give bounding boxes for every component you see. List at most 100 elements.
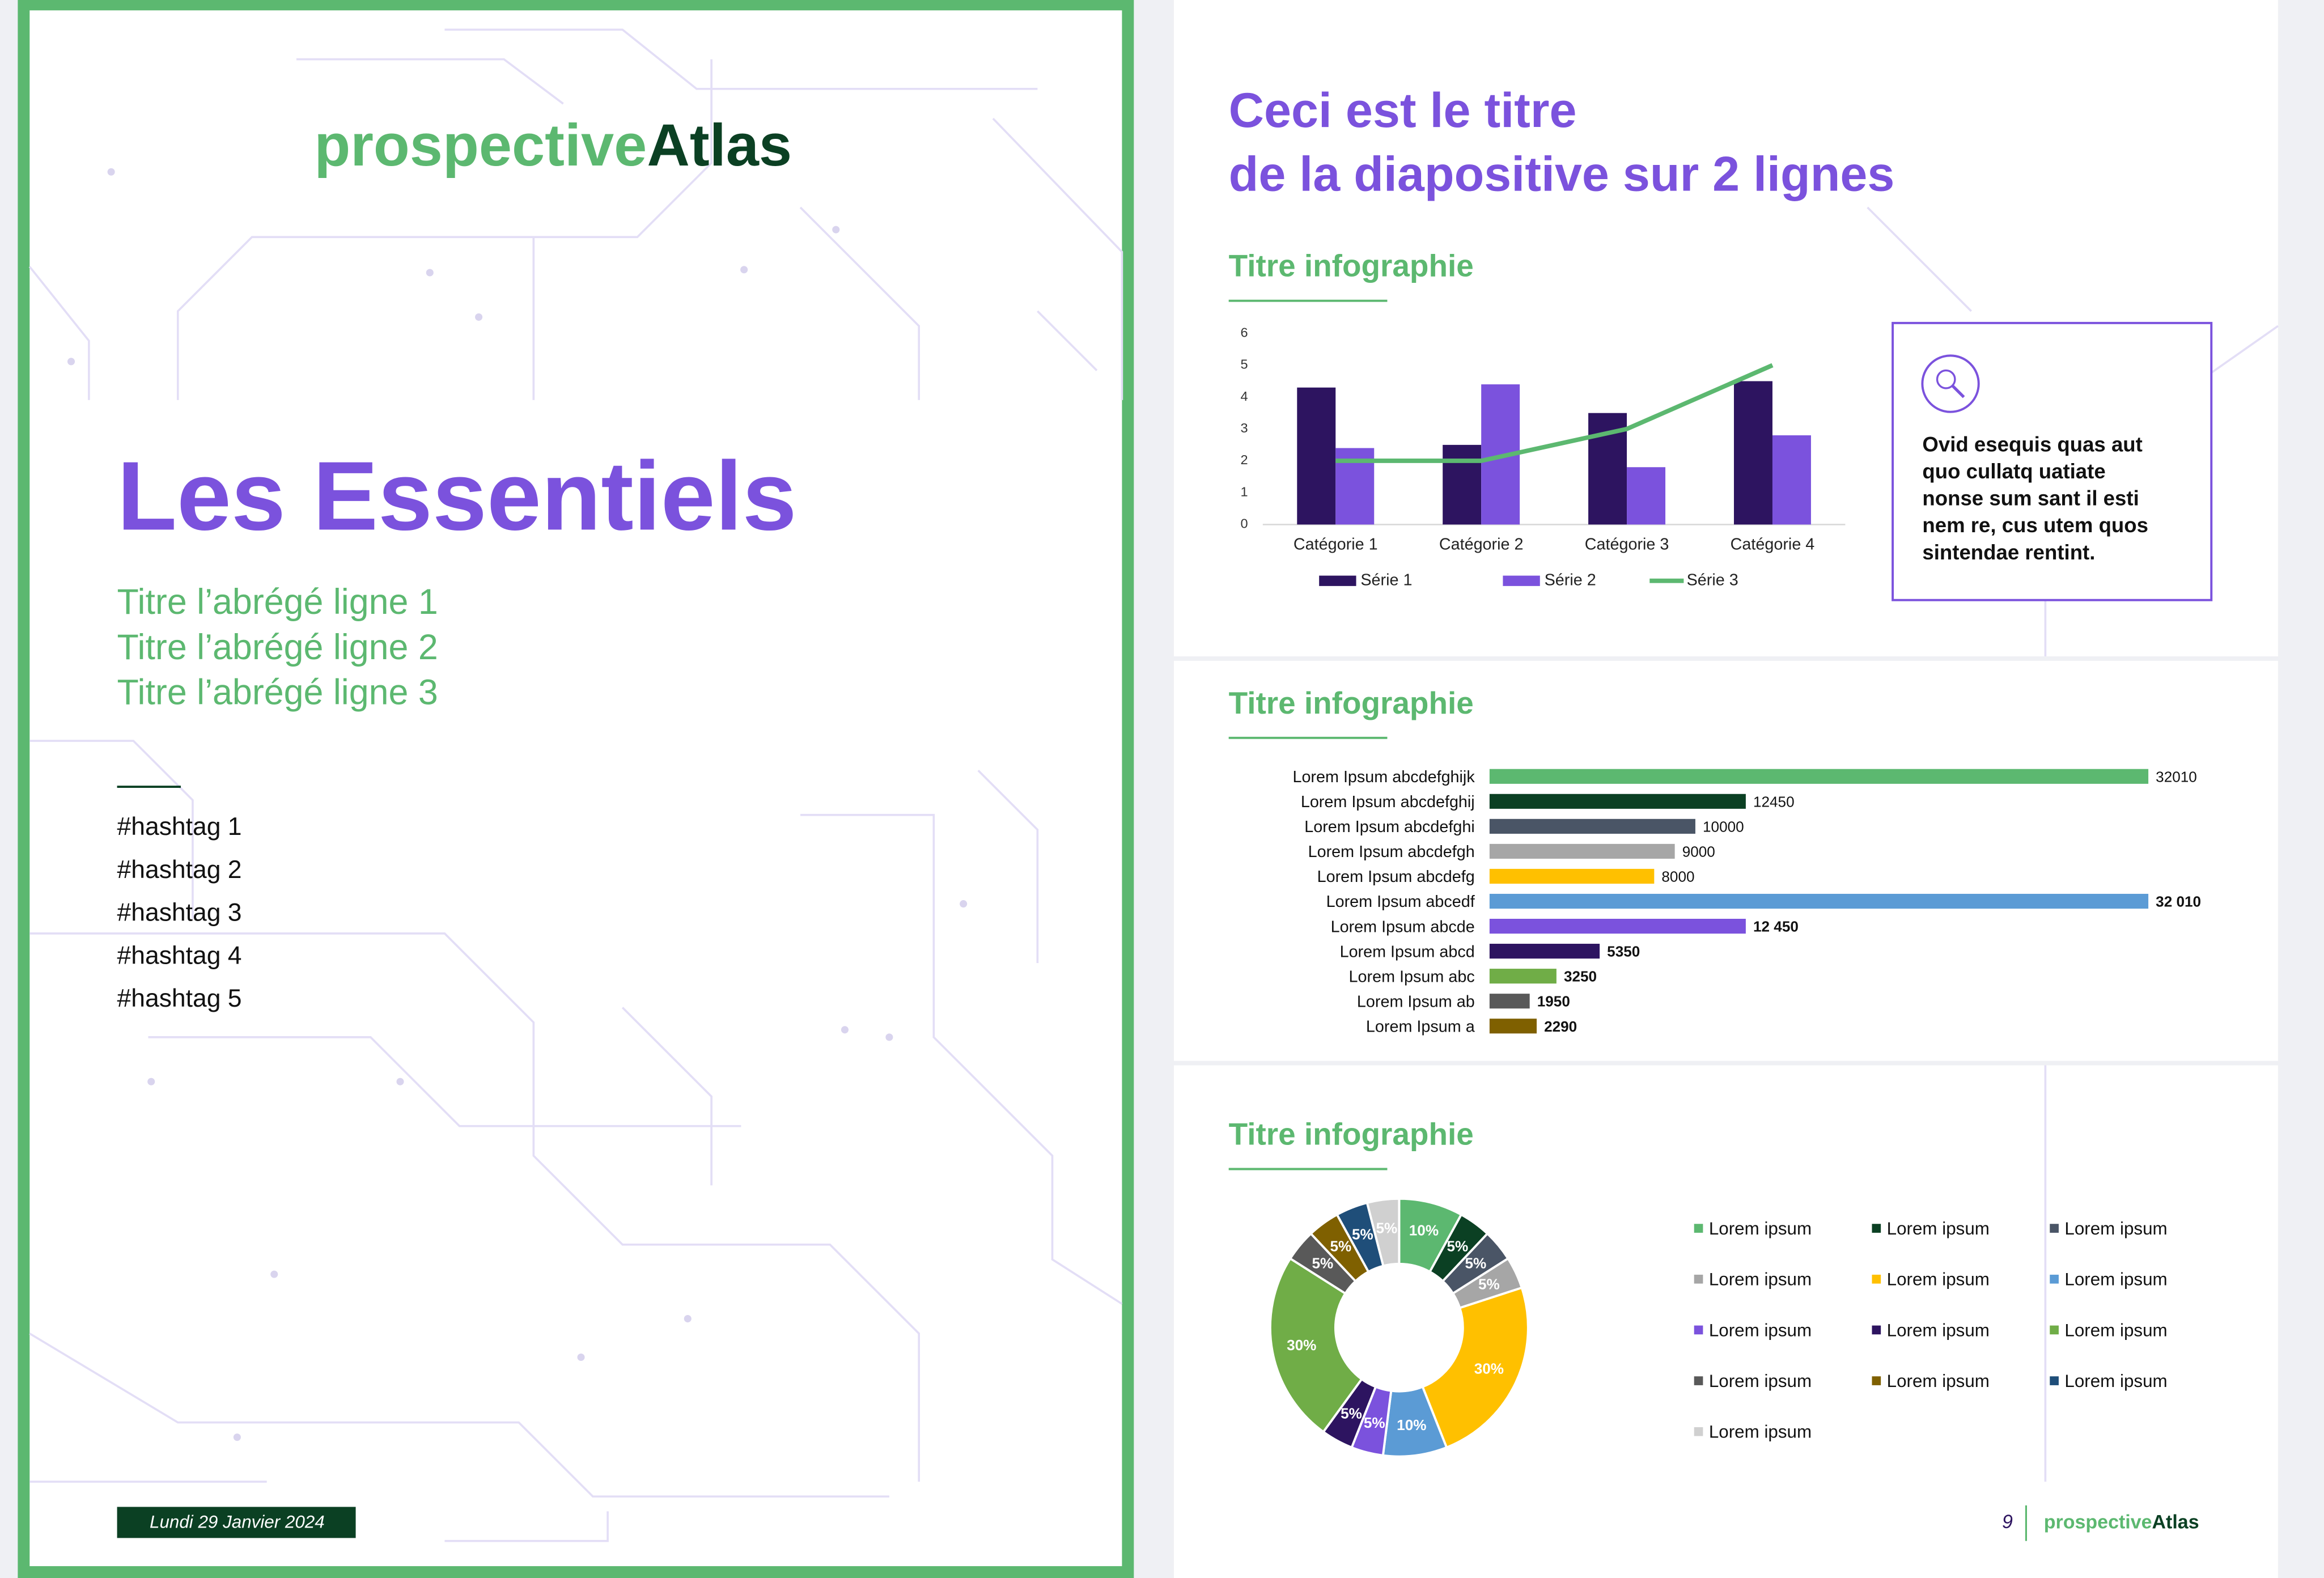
callout-line: Ovid esequis quas aut — [1922, 433, 2142, 456]
legend-label: Série 3 — [1687, 571, 1738, 589]
date-box — [117, 1507, 356, 1538]
legend-swatch — [2050, 1224, 2059, 1233]
bar — [1297, 387, 1336, 525]
callout-line: nem re, cus utem quos — [1922, 514, 2148, 537]
cover-date: Lundi 29 Janvier 2024 — [150, 1512, 325, 1532]
data-label: 32 010 — [2156, 893, 2201, 910]
legend-label: Lorem ipsum — [1887, 1371, 1990, 1391]
y-tick-label: 5 — [1241, 357, 1248, 372]
bar — [1489, 918, 1746, 934]
bar — [1489, 969, 1557, 984]
y-tick-label: Lorem Ipsum a — [1366, 1017, 1475, 1036]
legend-label: Lorem ipsum — [1709, 1320, 1812, 1340]
donut-slice — [1421, 1286, 1529, 1449]
bar — [1489, 944, 1600, 959]
callout-line: nonse sum sant il esti — [1922, 487, 2139, 510]
legend-label: Lorem ipsum — [1709, 1371, 1812, 1391]
bar — [1489, 893, 2149, 909]
cover-title: Les Essentiels — [117, 441, 797, 550]
callout-line: sintendae rentint. — [1922, 541, 2095, 564]
hashtag: #hashtag 5 — [117, 985, 242, 1012]
bar — [1489, 1019, 1537, 1034]
cover-subtitle: Titre l’abrégé ligne 3 — [117, 673, 438, 712]
line-series — [1335, 363, 1774, 463]
data-label: 12450 — [1753, 793, 1795, 810]
legend-label: Lorem ipsum — [2064, 1219, 2167, 1238]
legend-swatch — [2050, 1376, 2059, 1385]
callout-icon — [1950, 384, 1965, 398]
y-tick-label: Lorem Ipsum abcdefghi — [1304, 818, 1474, 836]
logo-suffix: Atlas — [2152, 1511, 2199, 1533]
legend-swatch — [1319, 575, 1356, 586]
legend-swatch — [1872, 1224, 1881, 1233]
x-tick-label: Catégorie 1 — [1294, 536, 1378, 554]
data-label: 8000 — [1661, 868, 1694, 885]
data-label: 5350 — [1607, 943, 1640, 960]
data-label: 10% — [1397, 1416, 1426, 1433]
legend-label: Lorem ipsum — [2064, 1320, 2167, 1340]
x-tick-label: Catégorie 4 — [1731, 536, 1815, 554]
legend-swatch — [1694, 1376, 1703, 1385]
legend-label: Série 2 — [1545, 571, 1596, 589]
data-label: 2290 — [1544, 1018, 1577, 1035]
legend-label: Lorem ipsum — [1887, 1320, 1990, 1340]
y-tick-label: Lorem Ipsum abcdefgh — [1308, 843, 1475, 861]
chart-title: Titre infographie — [1229, 248, 1474, 283]
bar — [1489, 794, 1746, 809]
slide-decoration — [1867, 206, 2279, 1482]
bar — [1772, 435, 1811, 525]
cover-page — [29, 10, 1122, 1567]
data-label: 3250 — [1564, 968, 1597, 985]
logo-prefix: prospective — [314, 112, 647, 179]
y-tick-label: Lorem Ipsum ab — [1357, 992, 1475, 1011]
legend-swatch — [1872, 1325, 1881, 1335]
legend-label: Série 1 — [1360, 571, 1412, 589]
callout-icon — [1921, 354, 1980, 413]
legend-label: Lorem ipsum — [1709, 1219, 1812, 1238]
y-tick-label: Lorem Ipsum abcde — [1331, 918, 1475, 936]
callout-box — [1892, 321, 2213, 601]
legend-label: Lorem ipsum — [1709, 1422, 1812, 1442]
data-label: 5% — [1341, 1405, 1362, 1422]
logo-prefix: prospective — [2044, 1511, 2152, 1533]
legend-label: Lorem ipsum — [1887, 1219, 1990, 1238]
slide-section — [1173, 660, 2278, 1061]
callout-text: Ovid esequis quas aut quo cullatq uatiate… — [1922, 433, 2148, 564]
legend-swatch — [1694, 1325, 1703, 1335]
y-tick-label: Lorem Ipsum abcdefg — [1317, 868, 1475, 886]
data-label: 30% — [1474, 1360, 1504, 1377]
data-label: 32010 — [2156, 768, 2197, 785]
legend-swatch — [2050, 1325, 2059, 1335]
data-label: 10000 — [1703, 818, 1744, 835]
y-tick-label: 1 — [1241, 484, 1248, 499]
data-label: 5% — [1478, 1276, 1500, 1293]
chart-title: Titre infographie — [1229, 1117, 1474, 1152]
bar — [1489, 843, 1675, 859]
y-tick-label: Lorem Ipsum abcdefghijk — [1292, 768, 1475, 786]
cover-decoration — [28, 28, 1123, 1542]
data-label: 5% — [1352, 1225, 1373, 1242]
cover-subtitle: Titre l’abrégé ligne 2 — [117, 627, 438, 667]
y-tick-label: Lorem Ipsum abcd — [1340, 943, 1475, 961]
callout-icon — [1936, 369, 1956, 389]
data-label: 5% — [1465, 1254, 1486, 1271]
legend-swatch — [1694, 1274, 1703, 1284]
bar — [1733, 381, 1772, 525]
y-tick-label: 4 — [1241, 389, 1248, 404]
y-tick-label: 2 — [1241, 452, 1248, 467]
legend-swatch — [1503, 575, 1540, 586]
callout-line: quo cullatq uatiate — [1922, 460, 2105, 483]
y-tick-label: Lorem Ipsum abcedf — [1326, 893, 1475, 911]
x-tick-label: Catégorie 2 — [1439, 536, 1524, 554]
slide-title-line: de la diapositive sur 2 lignes — [1229, 147, 1895, 201]
hashtag: #hashtag 3 — [117, 899, 242, 927]
data-label: 12 450 — [1753, 918, 1799, 935]
page-number: 9 — [2002, 1511, 2013, 1533]
donut-slice — [1269, 1257, 1364, 1433]
chart-title: Titre infographie — [1229, 685, 1474, 720]
donut-slice — [1365, 1197, 1401, 1267]
legend-label: Lorem ipsum — [1709, 1270, 1812, 1289]
footer-logo: prospectiveAtlas — [2044, 1511, 2199, 1533]
